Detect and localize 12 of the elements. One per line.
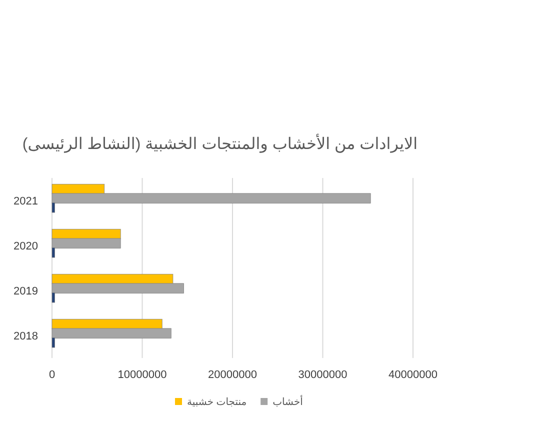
x-tick-label: 20000000 bbox=[208, 369, 257, 381]
y-tick-label: 2019 bbox=[14, 286, 38, 298]
y-tick-label: 2018 bbox=[14, 330, 38, 342]
y-tick-label: 2021 bbox=[14, 196, 38, 208]
x-tick-label: 30000000 bbox=[298, 369, 348, 381]
legend-label: منتجات خشبية bbox=[187, 397, 247, 408]
x-tick-label: 0 bbox=[48, 369, 56, 381]
chart-title: الايرادات من الأخشاب والمنتجات الخشبية (النشاط الرئيسى) bbox=[22, 133, 418, 153]
x-tick-label: 10000000 bbox=[118, 369, 167, 381]
y-tick-label: 2020 bbox=[14, 240, 38, 252]
x-tick-label: 40000000 bbox=[388, 369, 438, 381]
legend-label: أخشاب bbox=[272, 395, 304, 408]
